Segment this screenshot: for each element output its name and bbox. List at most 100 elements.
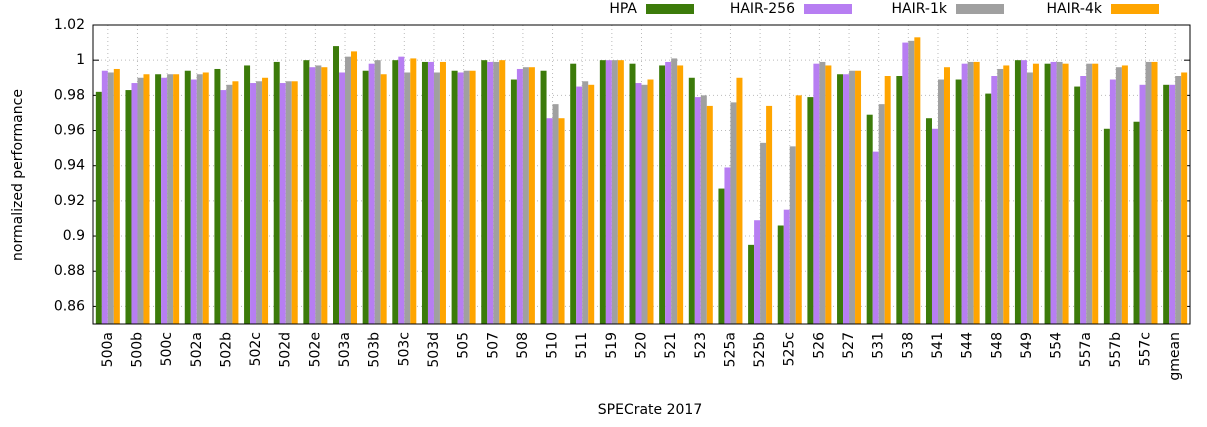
legend-label: HAIR-4k bbox=[1047, 1, 1103, 17]
bar bbox=[908, 40, 915, 325]
bar bbox=[552, 104, 559, 324]
bar bbox=[481, 60, 488, 324]
bar bbox=[902, 42, 909, 325]
bar bbox=[1026, 72, 1033, 324]
bar bbox=[522, 67, 529, 324]
bar bbox=[914, 37, 921, 324]
bar bbox=[487, 61, 494, 324]
bar bbox=[641, 84, 648, 324]
bar bbox=[997, 68, 1004, 325]
legend-swatch bbox=[646, 4, 694, 14]
bar bbox=[611, 60, 618, 324]
y-tick-label: 0.98 bbox=[54, 87, 85, 103]
bar bbox=[392, 60, 399, 324]
bar bbox=[433, 72, 440, 324]
bar bbox=[1050, 61, 1057, 324]
bar bbox=[262, 77, 269, 324]
bar bbox=[700, 95, 707, 325]
x-tick-label: 503b bbox=[367, 332, 383, 368]
bar bbox=[427, 61, 434, 324]
bar bbox=[1133, 121, 1140, 324]
bar bbox=[1044, 63, 1051, 324]
bar bbox=[540, 70, 547, 325]
bar bbox=[167, 74, 174, 324]
x-tick-label: 554 bbox=[1049, 332, 1065, 359]
y-tick-label: 0.9 bbox=[63, 228, 85, 244]
bar bbox=[730, 102, 737, 324]
bar bbox=[380, 74, 387, 324]
bar bbox=[351, 51, 358, 324]
x-tick-label: 526 bbox=[811, 332, 827, 359]
bar bbox=[244, 65, 251, 324]
y-tick-label: 0.96 bbox=[54, 123, 85, 139]
bar bbox=[807, 97, 814, 325]
bar bbox=[1115, 67, 1122, 324]
x-tick-label: 511 bbox=[574, 332, 590, 359]
x-tick-label: 503d bbox=[426, 332, 442, 368]
y-tick-label: 1 bbox=[76, 52, 85, 68]
bar bbox=[1163, 84, 1170, 324]
bar bbox=[588, 84, 595, 324]
bar bbox=[605, 60, 612, 324]
x-tick-label: 549 bbox=[1019, 332, 1035, 359]
bar bbox=[783, 209, 790, 324]
bar bbox=[896, 76, 903, 324]
bar bbox=[309, 67, 316, 324]
x-tick-label: 541 bbox=[930, 332, 946, 359]
bar bbox=[469, 70, 476, 325]
legend-swatch bbox=[1111, 4, 1159, 14]
bar bbox=[925, 118, 932, 324]
x-tick-label: 519 bbox=[604, 332, 620, 359]
bar bbox=[1121, 65, 1128, 324]
x-tick-label: 508 bbox=[515, 332, 531, 359]
bar bbox=[107, 72, 114, 324]
bar bbox=[677, 65, 684, 324]
bar bbox=[451, 70, 458, 325]
x-tick-label: 525a bbox=[722, 332, 738, 367]
bar bbox=[647, 79, 654, 324]
bar bbox=[884, 76, 891, 324]
bar bbox=[493, 61, 500, 324]
bar bbox=[516, 68, 523, 325]
y-tick-label: 1.02 bbox=[54, 17, 85, 33]
bar bbox=[1080, 76, 1087, 324]
legend-label: HPA bbox=[609, 1, 637, 17]
bar bbox=[1145, 61, 1152, 324]
bar bbox=[931, 128, 938, 324]
bar bbox=[232, 81, 239, 325]
bar bbox=[291, 81, 298, 325]
bar bbox=[1086, 63, 1093, 324]
x-tick-label: 507 bbox=[485, 332, 501, 359]
x-tick-label: 521 bbox=[663, 332, 679, 359]
bar bbox=[345, 56, 352, 325]
bar bbox=[706, 105, 713, 324]
bar bbox=[499, 60, 506, 324]
bar bbox=[617, 60, 624, 324]
bar bbox=[1014, 60, 1021, 324]
bar bbox=[967, 61, 974, 324]
bar bbox=[321, 67, 328, 324]
bar bbox=[789, 146, 796, 324]
x-tick-label: 505 bbox=[456, 332, 472, 359]
x-tick-label: 531 bbox=[871, 332, 887, 359]
x-axis-label: SPECrate 2017 bbox=[598, 402, 702, 418]
x-tick-label: 510 bbox=[545, 332, 561, 359]
bar bbox=[220, 90, 227, 324]
bar bbox=[748, 244, 755, 324]
x-tick-label: 502e bbox=[307, 332, 323, 367]
x-tick-label: 500b bbox=[129, 332, 145, 368]
bar bbox=[558, 118, 565, 324]
bar bbox=[190, 79, 197, 324]
bar bbox=[421, 61, 428, 324]
bar bbox=[196, 74, 203, 324]
legend-label: HAIR-256 bbox=[730, 1, 795, 17]
bar bbox=[878, 104, 885, 324]
bar bbox=[202, 72, 209, 324]
x-tick-label: 500a bbox=[100, 332, 116, 367]
bar bbox=[1169, 84, 1176, 324]
legend-swatch bbox=[956, 4, 1004, 14]
bar bbox=[463, 70, 470, 325]
bar bbox=[1056, 61, 1063, 324]
bar bbox=[155, 74, 162, 324]
y-tick-label: 0.88 bbox=[54, 263, 85, 279]
